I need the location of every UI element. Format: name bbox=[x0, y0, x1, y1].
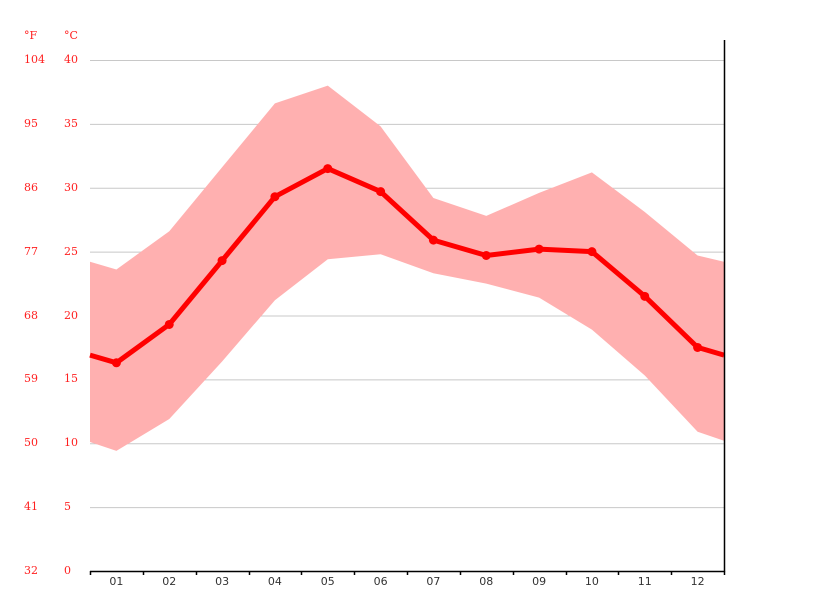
y-tick-celsius: 30 bbox=[64, 180, 78, 194]
x-tick-month: 09 bbox=[532, 575, 547, 588]
y-tick-celsius: 15 bbox=[64, 372, 78, 386]
x-tick-month: 10 bbox=[584, 575, 599, 588]
average-temperature-line bbox=[89, 166, 725, 366]
y-tick-fahrenheit: 95 bbox=[24, 116, 38, 130]
y-tick-fahrenheit: 59 bbox=[24, 372, 38, 386]
data-point bbox=[428, 235, 438, 245]
data-point bbox=[481, 250, 491, 260]
y-tick-fahrenheit: 50 bbox=[24, 436, 38, 450]
x-tick-month: 11 bbox=[637, 575, 652, 588]
y-tick-celsius: 0 bbox=[64, 564, 71, 577]
data-point bbox=[217, 256, 227, 266]
x-tick-month: 12 bbox=[690, 575, 705, 588]
data-point bbox=[640, 291, 650, 301]
data-point bbox=[587, 247, 597, 257]
x-tick-month: 08 bbox=[479, 575, 494, 588]
y-tick-fahrenheit: 32 bbox=[24, 564, 38, 577]
x-tick-month: 02 bbox=[162, 575, 177, 588]
x-tick-month: 05 bbox=[320, 575, 335, 588]
data-point bbox=[164, 319, 174, 329]
celsius-unit-label: °C bbox=[64, 29, 78, 42]
data-point bbox=[376, 187, 386, 197]
data-point bbox=[534, 244, 544, 254]
data-point bbox=[693, 342, 703, 352]
y-tick-fahrenheit: 41 bbox=[24, 500, 38, 514]
x-tick-month: 06 bbox=[373, 575, 388, 588]
x-tick-month: 03 bbox=[215, 575, 230, 588]
x-tick-month: 07 bbox=[426, 575, 441, 588]
y-tick-fahrenheit: 77 bbox=[24, 244, 38, 258]
y-tick-fahrenheit: 68 bbox=[24, 308, 38, 322]
y-tick-celsius: 10 bbox=[64, 436, 78, 450]
data-point bbox=[270, 192, 280, 202]
y-tick-celsius: 20 bbox=[64, 308, 78, 322]
y-tick-fahrenheit: 104 bbox=[24, 53, 45, 66]
min-max-temperature-band bbox=[90, 85, 724, 451]
x-tick-month: 04 bbox=[267, 575, 282, 588]
y-tick-celsius: 35 bbox=[64, 116, 78, 130]
average-temperature-points bbox=[111, 164, 703, 368]
x-tick-month: 01 bbox=[109, 575, 124, 588]
y-tick-fahrenheit: 86 bbox=[24, 180, 38, 194]
y-tick-celsius: 25 bbox=[64, 244, 78, 258]
fahrenheit-unit-label: °F bbox=[24, 29, 38, 42]
data-point bbox=[111, 358, 121, 368]
y-tick-celsius: 5 bbox=[64, 500, 71, 514]
data-point bbox=[323, 164, 333, 174]
y-tick-celsius: 40 bbox=[64, 53, 78, 66]
axes bbox=[89, 40, 726, 575]
